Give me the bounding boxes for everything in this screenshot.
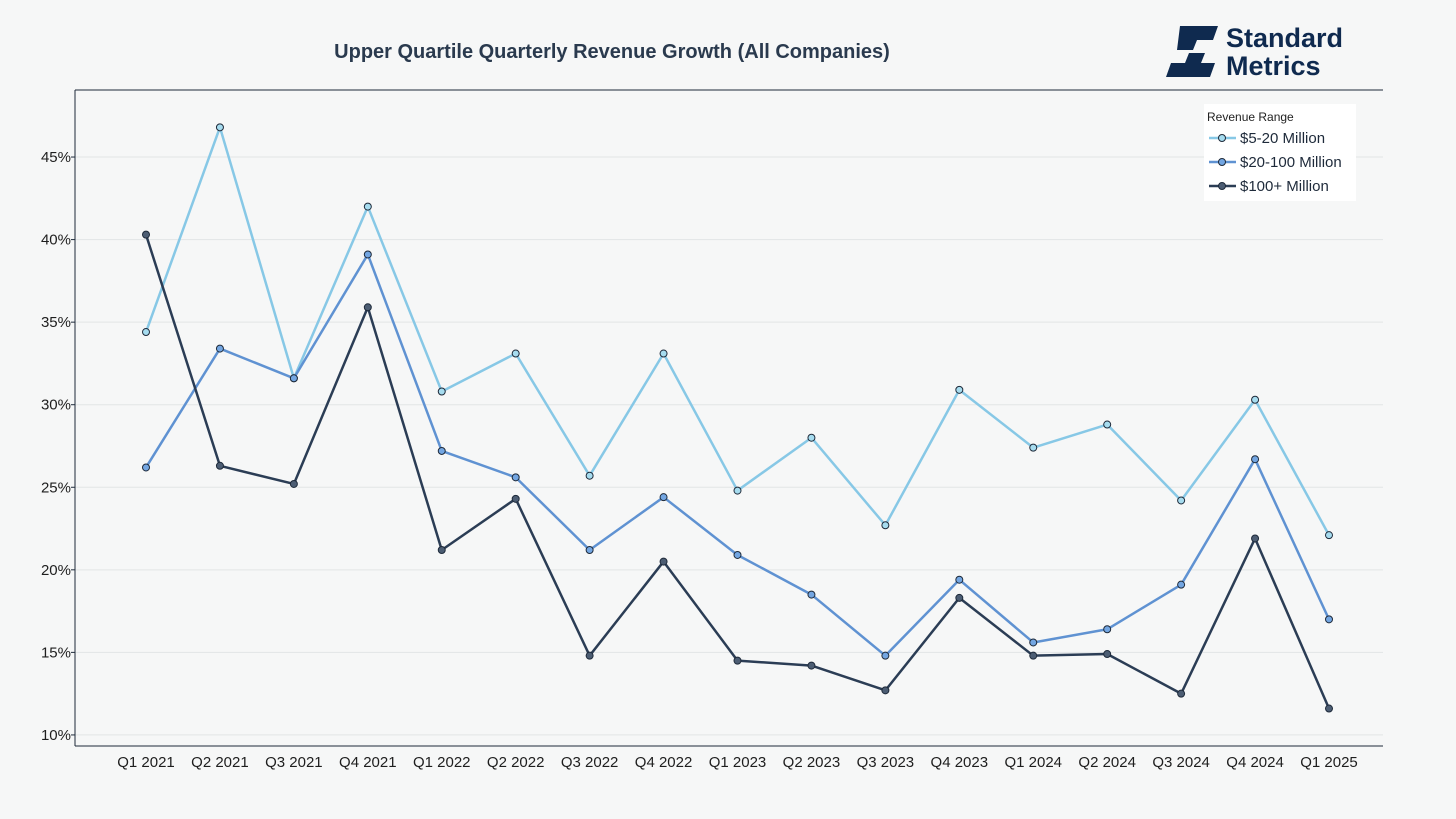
data-point [1325, 704, 1333, 713]
data-point [215, 461, 224, 470]
data-point [585, 471, 594, 480]
data-point [733, 656, 742, 665]
legend: Revenue Range $5-20 Million $20-100 Milli… [1204, 104, 1356, 201]
data-point [881, 521, 890, 530]
data-point [1325, 531, 1333, 540]
x-tick-label: Q2 2023 [783, 754, 841, 771]
legend-marker [1218, 158, 1226, 166]
data-point [511, 494, 520, 503]
x-tick-label: Q2 2022 [487, 754, 545, 771]
data-point [807, 433, 816, 442]
x-tick-label: Q3 2022 [561, 754, 619, 771]
data-point [1029, 638, 1038, 647]
y-tick-label: 40% [41, 232, 71, 249]
x-tick-label: Q1 2025 [1300, 754, 1358, 771]
x-tick-label: Q4 2021 [339, 754, 397, 771]
data-point [955, 593, 964, 602]
legend-label: $5-20 Million [1240, 130, 1325, 147]
data-point [215, 123, 224, 132]
y-tick-label: 15% [41, 644, 71, 661]
series-2 [142, 230, 1333, 713]
data-point [659, 349, 668, 358]
data-point [1251, 395, 1260, 404]
data-point [437, 387, 446, 396]
data-point [1177, 689, 1186, 698]
data-point [1103, 625, 1112, 634]
series-line [144, 253, 1331, 657]
y-tick-label: 45% [41, 149, 71, 166]
legend-marker [1218, 134, 1226, 142]
data-point [955, 385, 964, 394]
data-point [363, 250, 372, 259]
data-point [289, 479, 298, 488]
legend-title: Revenue Range [1207, 110, 1294, 124]
logo-text-line1: Standard [1226, 23, 1343, 53]
data-point [659, 557, 668, 566]
chart-title: Upper Quartile Quarterly Revenue Growth … [334, 41, 890, 63]
data-point [511, 349, 520, 358]
x-tick-label: Q1 2021 [117, 754, 175, 771]
y-tick-label: 25% [41, 479, 71, 496]
data-point [881, 686, 890, 695]
x-tick-label: Q4 2024 [1226, 754, 1284, 771]
data-point [1029, 651, 1038, 660]
legend-marker [1218, 182, 1226, 190]
x-tick-label: Q1 2024 [1004, 754, 1062, 771]
data-point [1177, 496, 1186, 505]
data-point [1251, 534, 1260, 543]
data-point [215, 344, 224, 353]
x-tick-label: Q2 2021 [191, 754, 249, 771]
data-point [437, 446, 446, 455]
data-point [1251, 455, 1260, 464]
data-point [585, 651, 594, 660]
y-tick-label: 35% [41, 314, 71, 331]
data-point [733, 550, 742, 559]
logo: Standard Metrics [1166, 23, 1343, 81]
series-1 [142, 250, 1333, 660]
x-tick-label: Q4 2022 [635, 754, 693, 771]
x-tick-label: Q4 2023 [931, 754, 989, 771]
data-point [1103, 650, 1112, 659]
x-tick-label: Q1 2023 [709, 754, 767, 771]
data-point [955, 575, 964, 584]
series-line [144, 126, 1331, 536]
x-tick-label: Q3 2024 [1152, 754, 1210, 771]
data-point [807, 590, 816, 599]
legend-item: $20-100 Million [1209, 154, 1342, 171]
logo-mark-icon [1166, 26, 1218, 77]
x-tick-label: Q1 2022 [413, 754, 471, 771]
y-tick-label: 20% [41, 562, 71, 579]
legend-item: $5-20 Million [1209, 130, 1325, 147]
data-point [1029, 443, 1038, 452]
data-point [659, 493, 668, 502]
data-point [1103, 420, 1112, 429]
data-point [142, 463, 150, 472]
data-point [1325, 615, 1333, 624]
data-point [363, 202, 372, 211]
x-tick-label: Q3 2023 [857, 754, 915, 771]
series-0 [142, 123, 1333, 540]
data-point [289, 374, 298, 383]
data-point [511, 473, 520, 482]
data-point [363, 303, 372, 312]
y-tick-label: 30% [41, 397, 71, 414]
data-point [881, 651, 890, 660]
data-point [142, 230, 150, 239]
data-point [733, 486, 742, 495]
data-point [142, 328, 150, 337]
data-point [807, 661, 816, 670]
legend-label: $100+ Million [1240, 178, 1329, 195]
logo-text-line2: Metrics [1226, 51, 1321, 81]
legend-item: $100+ Million [1209, 178, 1329, 195]
y-tick-label: 10% [41, 727, 71, 744]
data-point [585, 546, 594, 555]
x-tick-label: Q2 2024 [1078, 754, 1136, 771]
data-point [437, 546, 446, 555]
data-point [1177, 580, 1186, 589]
legend-label: $20-100 Million [1240, 154, 1342, 171]
x-tick-label: Q3 2021 [265, 754, 323, 771]
